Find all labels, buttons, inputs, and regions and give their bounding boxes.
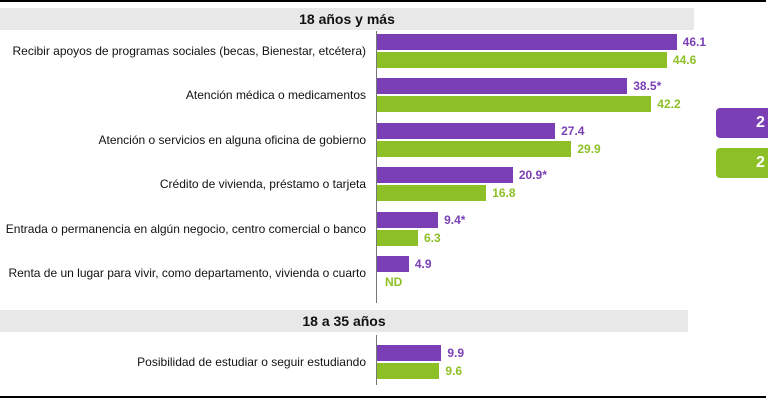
data-label: 46.1 xyxy=(682,35,706,49)
category-label: Posibilidad de estudiar o seguir estudia… xyxy=(137,355,366,369)
category-label: Recibir apoyos de programas sociales (be… xyxy=(12,44,366,58)
legend-series-a: 2 xyxy=(716,108,768,138)
category-label: Renta de un lugar para vivir, como depar… xyxy=(8,266,366,280)
data-label: 6.3 xyxy=(423,231,441,245)
bar-series-b xyxy=(377,141,572,157)
legend-series-b: 2 xyxy=(716,148,768,178)
bar-series-a xyxy=(377,256,409,272)
data-label: 44.6 xyxy=(672,53,697,67)
data-label: 4.9 xyxy=(414,257,432,271)
bar-series-b xyxy=(377,185,487,201)
data-label: 9.4* xyxy=(444,213,466,227)
axis-line-section-1 xyxy=(376,31,377,303)
data-label: 38.5* xyxy=(633,79,662,93)
bar-series-a xyxy=(377,123,556,139)
axis-line-section-2 xyxy=(376,335,377,385)
bar-series-a xyxy=(377,345,442,361)
data-label: 29.9 xyxy=(577,142,601,156)
category-label: Entrada o permanencia en algún negocio, … xyxy=(5,222,366,236)
data-label: 16.8 xyxy=(492,186,516,200)
category-label: Atención o servicios en alguna oficina d… xyxy=(98,133,366,147)
data-label: 42.2 xyxy=(657,97,681,111)
bar-series-a xyxy=(377,212,439,228)
data-label: 9.9 xyxy=(447,346,465,360)
bar-series-a xyxy=(377,167,513,183)
bar-series-b xyxy=(377,230,418,246)
data-label: 20.9* xyxy=(518,168,547,182)
bar-series-a xyxy=(377,34,677,50)
bar-series-b xyxy=(377,96,652,112)
data-label: ND xyxy=(385,275,403,289)
data-label: 9.6 xyxy=(445,364,463,378)
bar-series-a xyxy=(377,78,628,94)
data-label: 27.4 xyxy=(561,124,585,138)
section-header-18-35: 18 a 35 años xyxy=(0,310,688,332)
section-header-18-mas: 18 años y más xyxy=(0,8,694,30)
bar-series-b xyxy=(377,363,440,379)
bar-series-b xyxy=(377,52,667,68)
category-label: Atención médica o medicamentos xyxy=(185,88,366,102)
category-label: Crédito de vivienda, préstamo o tarjeta xyxy=(159,177,366,191)
